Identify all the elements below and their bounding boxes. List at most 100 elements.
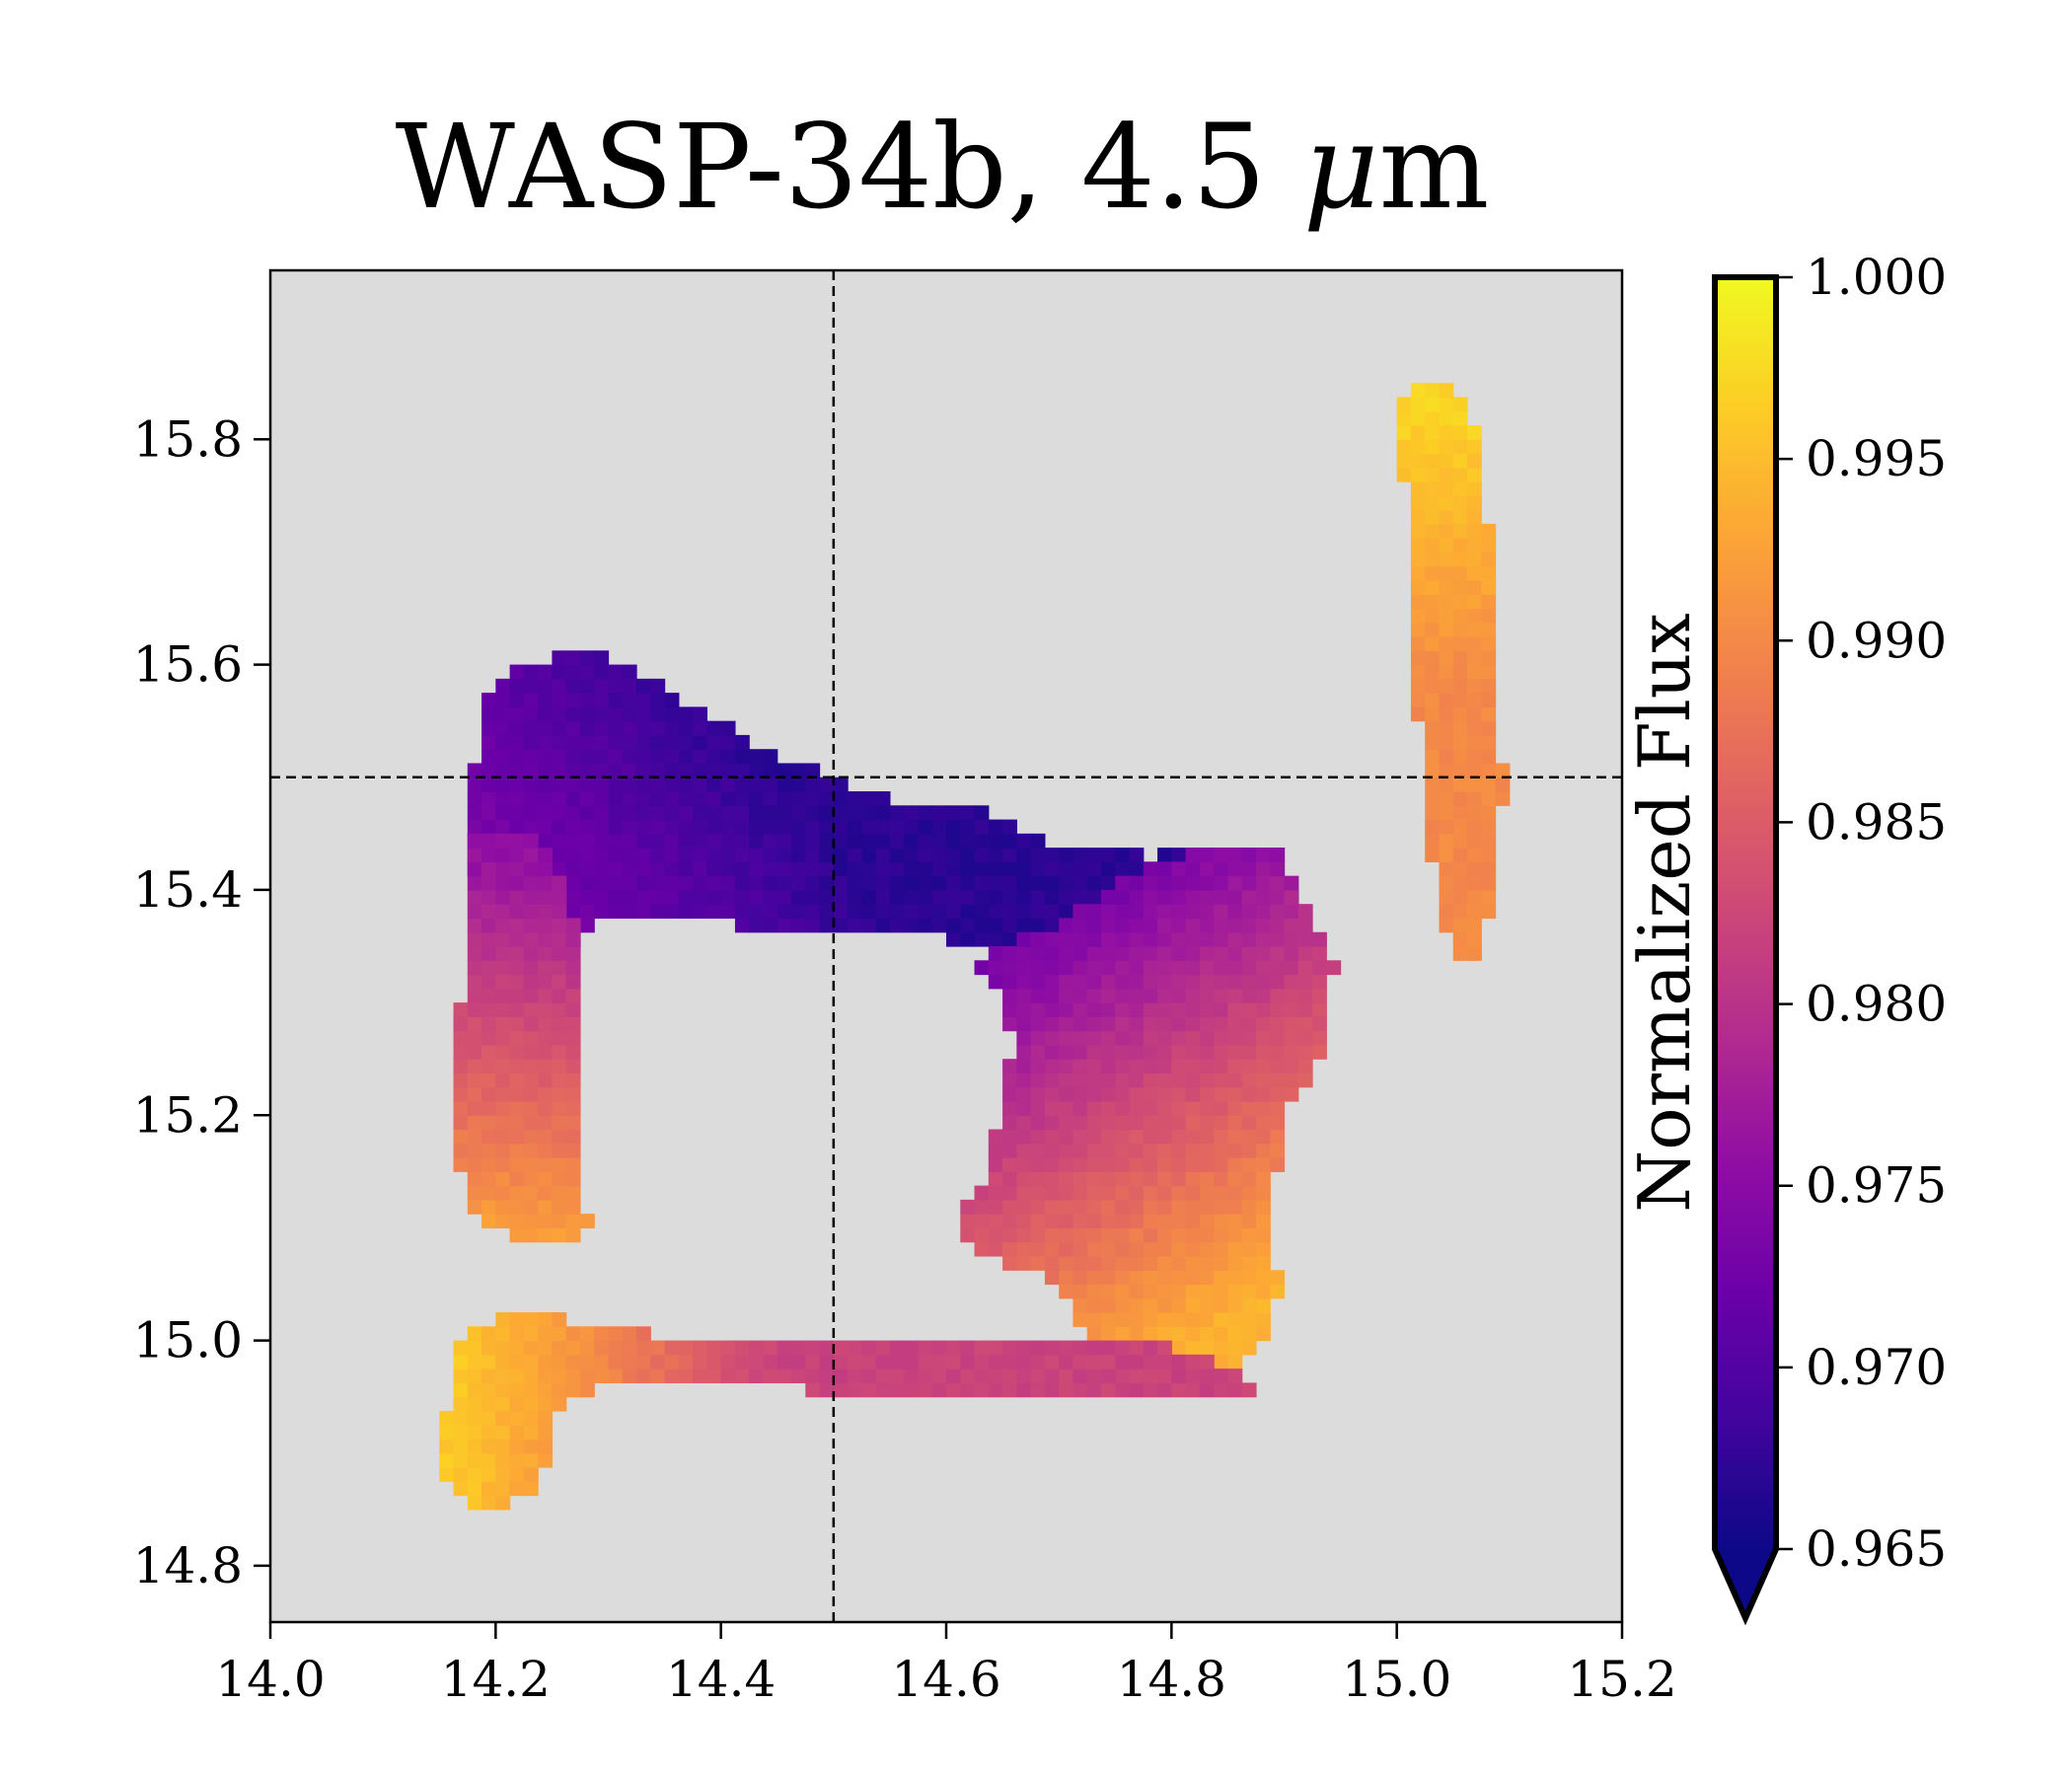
heatmap-cell xyxy=(693,706,707,722)
heatmap-cell xyxy=(552,763,567,778)
heatmap-cell xyxy=(1410,495,1426,511)
heatmap-cell xyxy=(509,974,525,990)
heatmap-cell xyxy=(565,734,581,750)
heatmap-cell xyxy=(1143,1016,1158,1032)
heatmap-cell xyxy=(749,791,765,806)
heatmap-cell xyxy=(889,904,905,920)
heatmap-cell xyxy=(848,1340,862,1356)
heatmap-cell xyxy=(1002,861,1017,877)
heatmap-cell xyxy=(538,904,554,920)
heatmap-cell xyxy=(1143,1115,1158,1131)
heatmap-cell xyxy=(1157,1115,1172,1131)
heatmap-cell xyxy=(481,1326,496,1342)
heatmap-cell xyxy=(1073,1044,1088,1060)
heatmap-cell xyxy=(819,918,835,933)
heatmap-cell xyxy=(1044,1382,1060,1398)
heatmap-cell xyxy=(636,734,651,750)
heatmap-cell xyxy=(523,1452,539,1468)
heatmap-cell xyxy=(622,749,637,765)
heatmap-cell xyxy=(579,918,595,933)
heatmap-cell xyxy=(509,805,525,821)
heatmap-cell xyxy=(1171,1369,1187,1383)
heatmap-cell xyxy=(777,889,792,905)
heatmap-cell xyxy=(523,1073,539,1088)
heatmap-cell xyxy=(1086,1382,1102,1398)
heatmap-cell xyxy=(1410,693,1426,707)
heatmap-cell xyxy=(495,918,511,933)
heatmap-cell xyxy=(791,763,806,778)
heatmap-cell xyxy=(1481,622,1497,637)
heatmap-cell xyxy=(1396,424,1412,440)
heatmap-cell xyxy=(1410,397,1426,412)
heatmap-cell xyxy=(523,1199,539,1215)
heatmap-cell xyxy=(1171,1255,1187,1271)
heatmap-cell xyxy=(523,1002,539,1017)
heatmap-cell xyxy=(495,1340,511,1356)
heatmap-cell xyxy=(1030,1369,1046,1383)
heatmap-cell xyxy=(467,1100,482,1116)
heatmap-cell xyxy=(1185,1340,1201,1356)
heatmap-cell xyxy=(848,1354,862,1369)
heatmap-cell xyxy=(1452,565,1468,581)
heatmap-cell xyxy=(1073,1016,1088,1032)
heatmap-cell xyxy=(706,720,722,736)
heatmap-cell xyxy=(1425,523,1441,539)
heatmap-cell xyxy=(1185,1100,1201,1116)
heatmap-cell xyxy=(481,1369,496,1383)
heatmap-cell xyxy=(1100,1030,1116,1046)
heatmap-cell xyxy=(931,889,947,905)
heatmap-cell xyxy=(1439,678,1454,694)
heatmap-cell xyxy=(495,1199,511,1215)
heatmap-cell xyxy=(1439,848,1454,862)
heatmap-cell xyxy=(904,904,920,920)
heatmap-cell xyxy=(1185,974,1201,990)
heatmap-cell xyxy=(1157,1199,1172,1215)
heatmap-cell xyxy=(1100,1297,1116,1313)
heatmap-cell xyxy=(1199,904,1215,920)
heatmap-cell xyxy=(1241,931,1257,947)
heatmap-cell xyxy=(848,889,862,905)
heatmap-cell xyxy=(467,833,482,849)
heatmap-cell xyxy=(523,664,539,680)
heatmap-cell xyxy=(1255,1326,1271,1342)
heatmap-cell xyxy=(960,805,976,821)
heatmap-cell xyxy=(636,706,651,722)
heatmap-cell xyxy=(918,918,933,933)
heatmap-cell xyxy=(523,1369,539,1383)
heatmap-cell xyxy=(523,1354,539,1369)
heatmap-cell xyxy=(1143,1369,1158,1383)
heatmap-cell xyxy=(509,946,525,961)
heatmap-cell xyxy=(565,1354,581,1369)
heatmap-cell xyxy=(650,833,666,849)
heatmap-cell xyxy=(1115,1185,1131,1201)
heatmap-cell xyxy=(1467,931,1482,947)
heatmap-cell xyxy=(1425,481,1441,496)
heatmap-cell xyxy=(819,1382,835,1398)
heatmap-cell xyxy=(1157,1340,1172,1356)
heatmap-cell xyxy=(1073,1284,1088,1299)
heatmap-cell xyxy=(1255,1199,1271,1215)
heatmap-cell xyxy=(1100,974,1116,990)
heatmap-cell xyxy=(650,734,666,750)
heatmap-cell xyxy=(1284,918,1299,933)
heatmap-cell xyxy=(1086,1227,1102,1243)
heatmap-cell xyxy=(1241,1016,1257,1032)
heatmap-cell xyxy=(565,960,581,976)
heatmap-cell xyxy=(1016,1100,1032,1116)
heatmap-cell xyxy=(1002,1199,1017,1215)
heatmap-cell xyxy=(636,763,651,778)
heatmap-cell xyxy=(1410,650,1426,666)
heatmap-cell xyxy=(1115,904,1131,920)
heatmap-cell xyxy=(833,918,849,933)
heatmap-cell xyxy=(734,819,750,835)
heatmap-cell xyxy=(523,889,539,905)
heatmap-cell xyxy=(777,918,792,933)
heatmap-cell xyxy=(622,763,637,778)
heatmap-cell xyxy=(481,1467,496,1482)
heatmap-cell xyxy=(1059,1030,1074,1046)
heatmap-cell xyxy=(1270,1270,1286,1286)
heatmap-cell xyxy=(1030,861,1046,877)
heatmap-cell xyxy=(1425,467,1441,482)
heatmap-cell xyxy=(1002,1171,1017,1187)
heatmap-cell xyxy=(1030,1030,1046,1046)
